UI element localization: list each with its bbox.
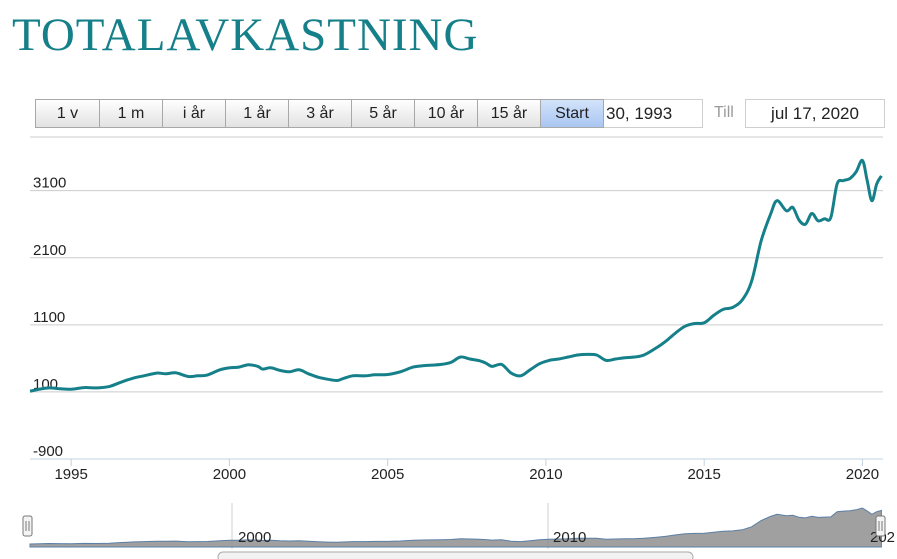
y-tick-label: 1100 (33, 309, 65, 326)
y-tick-label: 2100 (33, 242, 66, 259)
series-line (29, 158, 883, 393)
till-label: Till (714, 104, 734, 121)
gridlines (30, 136, 883, 460)
x-tick-label: 2000 (213, 466, 246, 483)
range-button-start[interactable]: Start (541, 99, 604, 128)
scrollbar-thumb[interactable] (217, 551, 694, 559)
y-tick-label: 3100 (33, 175, 66, 192)
x-axis: 1995 2000 2005 2010 2015 2020 (30, 458, 883, 483)
navigator-tick-label: 2000 (238, 529, 271, 546)
page-title: TOTALAVKASTNING (12, 9, 479, 61)
range-button-15y[interactable]: 15 år (478, 99, 541, 128)
x-tick-label: 2005 (371, 466, 404, 483)
range-button-1v[interactable]: 1 v (35, 99, 100, 128)
navigator-handle-right[interactable] (875, 515, 886, 537)
x-tick-label: 2020 (846, 466, 879, 483)
date-from-input[interactable]: 30, 1993 (604, 99, 703, 128)
x-tick-label: 2010 (529, 466, 562, 483)
navigator-area (29, 507, 882, 548)
date-to-input[interactable]: jul 17, 2020 (745, 99, 885, 128)
x-tick-label: 1995 (54, 466, 87, 483)
range-button-3y[interactable]: 3 år (289, 99, 352, 128)
x-tick-label: 2015 (687, 466, 720, 483)
y-tick-label: -900 (33, 443, 63, 460)
range-button-10y[interactable]: 10 år (415, 99, 478, 128)
navigator-tick-label: 2010 (553, 529, 586, 546)
range-button-ytd[interactable]: i år (163, 99, 226, 128)
navigator[interactable]: 2000 2010 202 (22, 500, 895, 559)
range-button-1y[interactable]: 1 år (226, 99, 289, 128)
range-button-1m[interactable]: 1 m (100, 99, 163, 128)
navigator-handle-left[interactable] (22, 515, 33, 537)
range-button-5y[interactable]: 5 år (352, 99, 415, 128)
range-selector: 1 v 1 m i år 1 år 3 år 5 år 10 år 15 år … (35, 99, 604, 128)
